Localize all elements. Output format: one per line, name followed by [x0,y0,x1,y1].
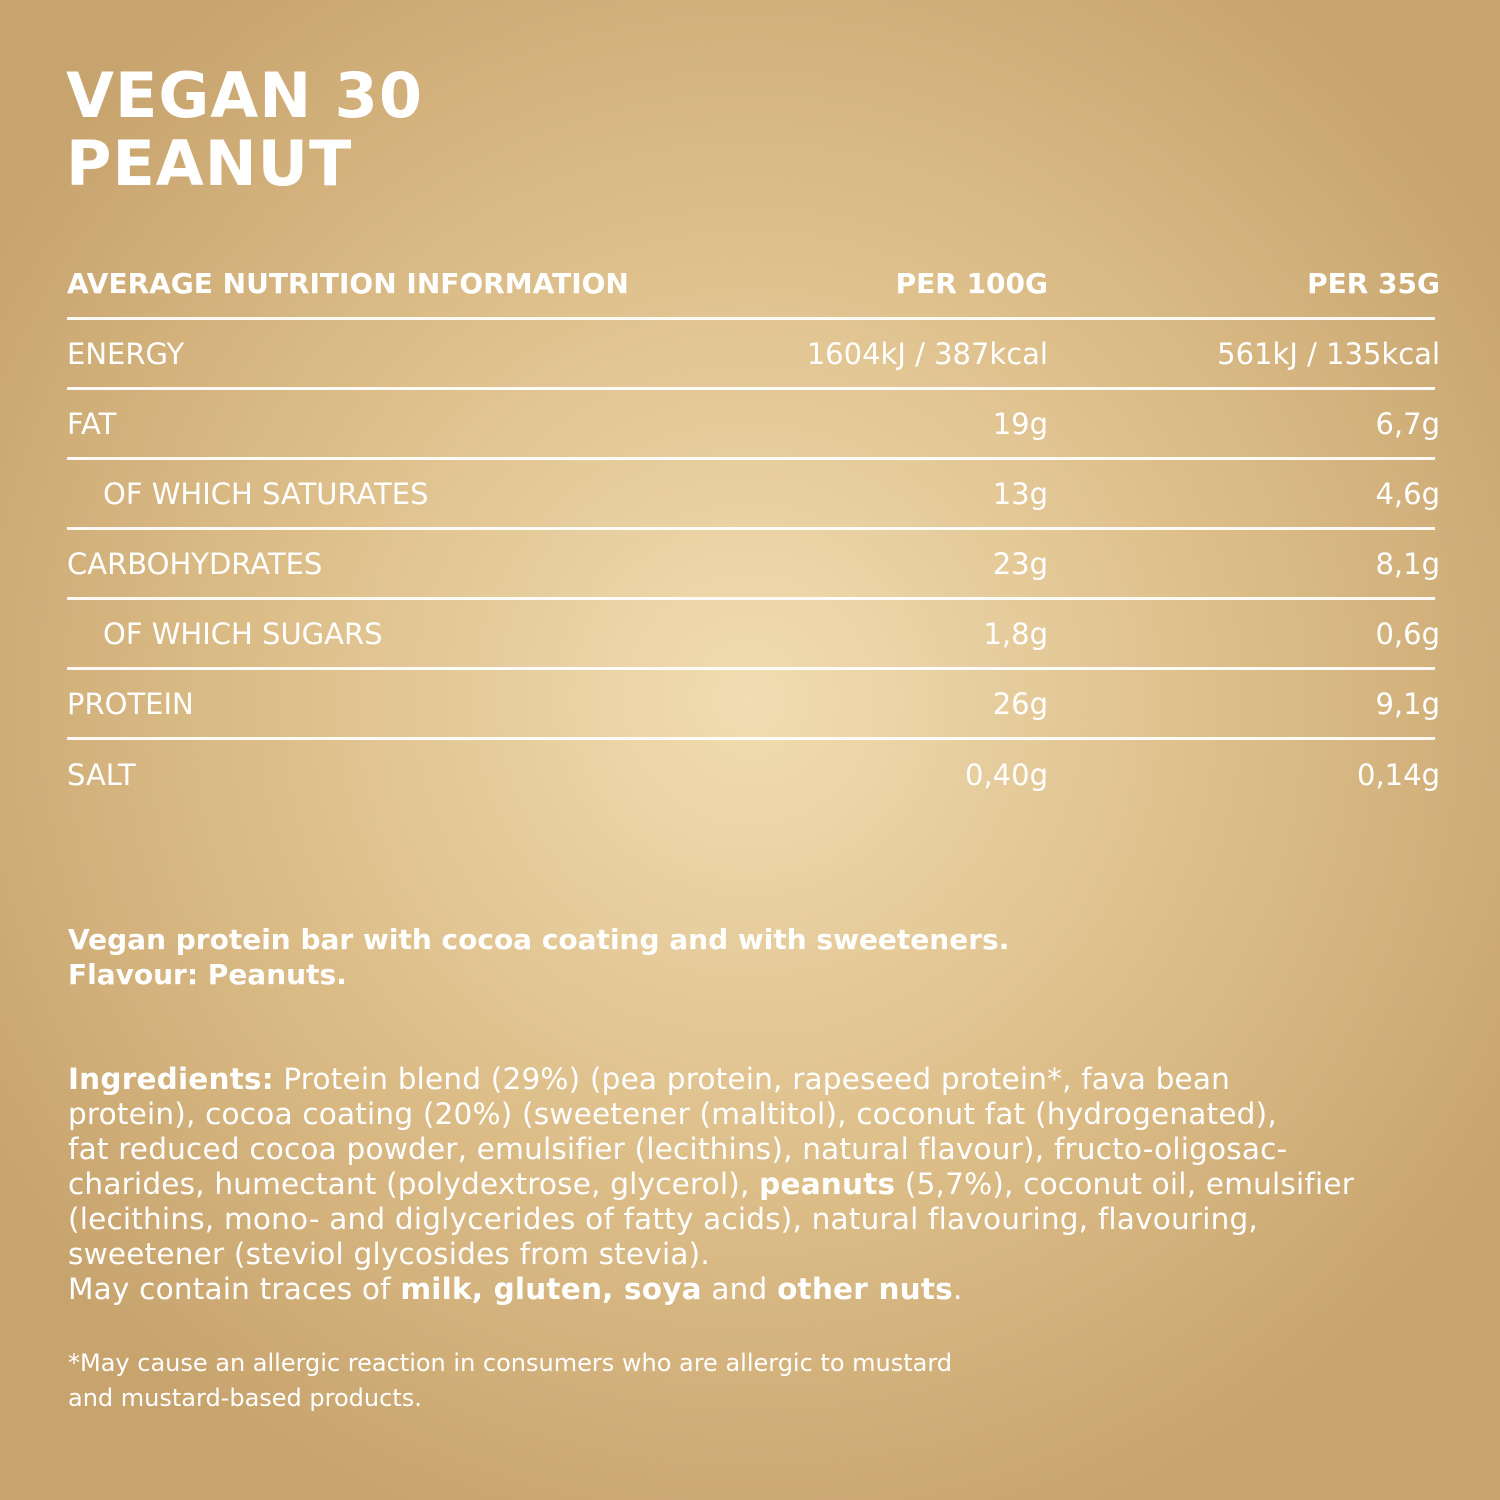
text: (lecithins, mono- and diglycerides of fa… [68,1202,1259,1236]
cell: 26g [992,686,1048,721]
text: (5,7%), coconut oil, emulsifier [895,1167,1355,1201]
cell: 6,7g [1375,406,1440,441]
cell: 1604kJ / 387kcal [806,336,1048,371]
allergen: milk, gluten, soya [400,1272,702,1306]
cell: 19g [992,406,1048,441]
row-label: OF WHICH SUGARS [103,616,383,651]
ingredients-line: protein), cocoa coating (20%) (sweetener… [68,1097,1354,1132]
header-cell: PER 35G [1307,267,1440,300]
ingredients-line: Ingredients: Protein blend (29%) (pea pr… [68,1062,1354,1097]
cell: 0,40g [965,758,1048,792]
row-label: OF WHICH SATURATES [103,476,429,511]
cell: 561kJ / 135kcal [1217,336,1440,371]
text: charides, humectant (polydextrose, glyce… [68,1167,760,1201]
text: . [952,1272,963,1306]
title-line: VEGAN 30 [66,59,423,132]
header-cell: PER 100G [895,267,1048,300]
table-row: ENERGY 1604kJ / 387kcal 561kJ / 135kcal [67,320,1440,390]
cell: 4,6g [1375,476,1440,511]
table-header: AVERAGE NUTRITION INFORMATION PER 100G P… [67,250,1440,320]
text: sweetener (steviol glycosides from stevi… [68,1237,710,1271]
ingredients-line: fat reduced cocoa powder, emulsifier (le… [68,1132,1354,1167]
text: Protein blend (29%) (pea protein, rapese… [273,1062,1231,1096]
table-row: OF WHICH SATURATES 13g 4,6g [67,460,1440,530]
description-line: Flavour: Peanuts. [68,958,347,991]
cell: 0,6g [1375,616,1440,651]
footnote-line: and mustard-based products. [68,1384,422,1412]
row-label: FAT [67,406,117,441]
table-row: PROTEIN 26g 9,1g [67,670,1440,740]
footnote: *May cause an allergic reaction in consu… [68,1346,952,1416]
table-row: OF WHICH SUGARS 1,8g 0,6g [67,600,1440,670]
cell: 9,1g [1375,686,1440,721]
row-label: SALT [67,758,136,792]
cell: 1,8g [983,616,1048,651]
cell: 23g [992,546,1048,581]
ingredients-line: sweetener (steviol glycosides from stevi… [68,1237,1354,1272]
table-row: FAT 19g 6,7g [67,390,1440,460]
table-row: CARBOHYDRATES 23g 8,1g [67,530,1440,600]
text: fat reduced cocoa powder, emulsifier (le… [68,1132,1288,1166]
ingredients-line: (lecithins, mono- and diglycerides of fa… [68,1202,1354,1237]
text: May contain traces of [68,1272,401,1306]
text: and [701,1272,778,1306]
text: protein), cocoa coating (20%) (sweetener… [68,1097,1277,1131]
cell: 0,14g [1357,758,1440,792]
cell: 8,1g [1375,546,1440,581]
row-label: CARBOHYDRATES [67,546,323,581]
cell: 13g [992,476,1048,511]
allergen: other nuts [777,1272,953,1306]
ingredients-label: Ingredients: [68,1062,274,1096]
row-label: ENERGY [67,336,185,371]
table-row: SALT 0,40g 0,14g [67,740,1440,810]
nutrition-table: AVERAGE NUTRITION INFORMATION PER 100G P… [67,250,1440,810]
header-cell: AVERAGE NUTRITION INFORMATION [67,267,629,300]
title-line: PEANUT [66,127,353,200]
ingredients-line: charides, humectant (polydextrose, glyce… [68,1167,1354,1202]
ingredients-line: May contain traces of milk, gluten, soya… [68,1272,1354,1307]
description: Vegan protein bar with cocoa coating and… [68,922,1009,992]
row-label: PROTEIN [67,686,194,721]
allergen: peanuts [759,1167,896,1201]
description-line: Vegan protein bar with cocoa coating and… [68,923,1010,956]
title: VEGAN 30 PEANUT [66,62,423,198]
footnote-line: *May cause an allergic reaction in consu… [68,1349,953,1377]
ingredients: Ingredients: Protein blend (29%) (pea pr… [68,1062,1354,1307]
